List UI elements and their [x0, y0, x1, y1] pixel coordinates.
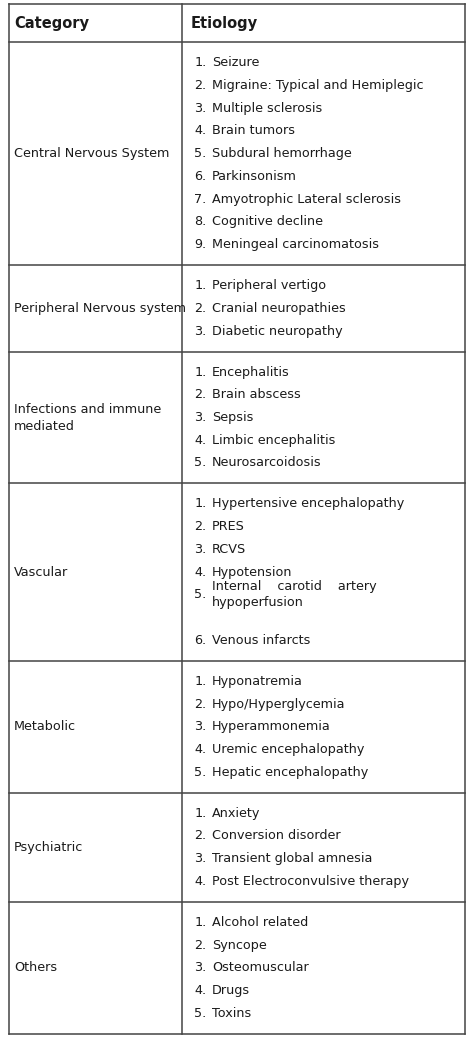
- Text: 2.: 2.: [194, 698, 207, 711]
- Text: PRES: PRES: [212, 520, 245, 534]
- Text: 4.: 4.: [194, 566, 207, 578]
- Text: Migraine: Typical and Hemiplegic: Migraine: Typical and Hemiplegic: [212, 79, 423, 92]
- Text: 1.: 1.: [194, 916, 207, 929]
- Text: 5.: 5.: [194, 147, 207, 160]
- Text: RCVS: RCVS: [212, 543, 246, 556]
- Text: Seizure: Seizure: [212, 56, 259, 70]
- Text: Psychiatric: Psychiatric: [14, 841, 83, 854]
- Text: Meningeal carcinomatosis: Meningeal carcinomatosis: [212, 238, 379, 251]
- Text: 2.: 2.: [194, 829, 207, 843]
- Text: Limbic encephalitis: Limbic encephalitis: [212, 434, 335, 446]
- Text: Osteomuscular: Osteomuscular: [212, 961, 309, 975]
- Text: Drugs: Drugs: [212, 984, 250, 998]
- Text: 8.: 8.: [194, 216, 207, 228]
- Text: Infections and immune
mediated: Infections and immune mediated: [14, 403, 162, 433]
- Text: 3.: 3.: [194, 325, 207, 337]
- Text: Alcohol related: Alcohol related: [212, 916, 308, 929]
- Text: 1.: 1.: [194, 279, 207, 292]
- Text: 1.: 1.: [194, 497, 207, 511]
- Text: Metabolic: Metabolic: [14, 720, 76, 733]
- Text: 5.: 5.: [194, 589, 207, 601]
- Text: Uremic encephalopathy: Uremic encephalopathy: [212, 743, 364, 756]
- Text: Amyotrophic Lateral sclerosis: Amyotrophic Lateral sclerosis: [212, 193, 401, 206]
- Text: Cognitive decline: Cognitive decline: [212, 216, 323, 228]
- Text: Encephalitis: Encephalitis: [212, 365, 290, 379]
- Text: Vascular: Vascular: [14, 566, 68, 578]
- Text: 6.: 6.: [194, 170, 207, 183]
- Text: 2.: 2.: [194, 388, 207, 402]
- Text: 5.: 5.: [194, 1007, 207, 1020]
- Text: Hepatic encephalopathy: Hepatic encephalopathy: [212, 766, 368, 778]
- Text: Hyperammonemia: Hyperammonemia: [212, 720, 331, 733]
- Text: Peripheral vertigo: Peripheral vertigo: [212, 279, 326, 292]
- Text: 2.: 2.: [194, 938, 207, 952]
- Text: Internal    carotid    artery
hypoperfusion: Internal carotid artery hypoperfusion: [212, 580, 376, 609]
- Text: 3.: 3.: [194, 720, 207, 733]
- Text: Brain abscess: Brain abscess: [212, 388, 301, 402]
- Text: 3.: 3.: [194, 961, 207, 975]
- Text: 4.: 4.: [194, 743, 207, 756]
- Text: 4.: 4.: [194, 984, 207, 998]
- Text: Brain tumors: Brain tumors: [212, 125, 295, 137]
- Text: Transient global amnesia: Transient global amnesia: [212, 852, 372, 866]
- Text: Parkinsonism: Parkinsonism: [212, 170, 297, 183]
- Text: 1.: 1.: [194, 675, 207, 688]
- Text: 5.: 5.: [194, 766, 207, 778]
- Text: 4.: 4.: [194, 875, 207, 887]
- Text: Subdural hemorrhage: Subdural hemorrhage: [212, 147, 352, 160]
- Text: Hyponatremia: Hyponatremia: [212, 675, 303, 688]
- Text: Venous infarcts: Venous infarcts: [212, 634, 310, 647]
- Text: Anxiety: Anxiety: [212, 807, 260, 820]
- Text: Diabetic neuropathy: Diabetic neuropathy: [212, 325, 343, 337]
- Text: Neurosarcoidosis: Neurosarcoidosis: [212, 457, 321, 469]
- Text: Syncope: Syncope: [212, 938, 267, 952]
- Text: 6.: 6.: [194, 634, 207, 647]
- Text: Conversion disorder: Conversion disorder: [212, 829, 340, 843]
- Text: 4.: 4.: [194, 434, 207, 446]
- Text: 3.: 3.: [194, 852, 207, 866]
- Text: Sepsis: Sepsis: [212, 411, 253, 424]
- Text: 7.: 7.: [194, 193, 207, 206]
- Text: Hypo/Hyperglycemia: Hypo/Hyperglycemia: [212, 698, 346, 711]
- Text: 3.: 3.: [194, 102, 207, 114]
- Text: 1.: 1.: [194, 56, 207, 70]
- Text: 4.: 4.: [194, 125, 207, 137]
- Text: 2.: 2.: [194, 79, 207, 92]
- Text: Hypotension: Hypotension: [212, 566, 292, 578]
- Text: 3.: 3.: [194, 411, 207, 424]
- Text: Central Nervous System: Central Nervous System: [14, 147, 170, 160]
- Text: 5.: 5.: [194, 457, 207, 469]
- Text: Post Electroconvulsive therapy: Post Electroconvulsive therapy: [212, 875, 409, 887]
- Text: Etiology: Etiology: [191, 16, 258, 31]
- Text: Category: Category: [14, 16, 89, 31]
- Text: 9.: 9.: [194, 238, 207, 251]
- Text: Multiple sclerosis: Multiple sclerosis: [212, 102, 322, 114]
- Text: Hypertensive encephalopathy: Hypertensive encephalopathy: [212, 497, 404, 511]
- Text: 2.: 2.: [194, 520, 207, 534]
- Text: 1.: 1.: [194, 365, 207, 379]
- Text: 3.: 3.: [194, 543, 207, 556]
- Text: Cranial neuropathies: Cranial neuropathies: [212, 302, 346, 315]
- Text: Toxins: Toxins: [212, 1007, 251, 1020]
- Text: 1.: 1.: [194, 807, 207, 820]
- Text: Peripheral Nervous system: Peripheral Nervous system: [14, 302, 186, 315]
- Text: Others: Others: [14, 961, 57, 975]
- Text: 2.: 2.: [194, 302, 207, 315]
